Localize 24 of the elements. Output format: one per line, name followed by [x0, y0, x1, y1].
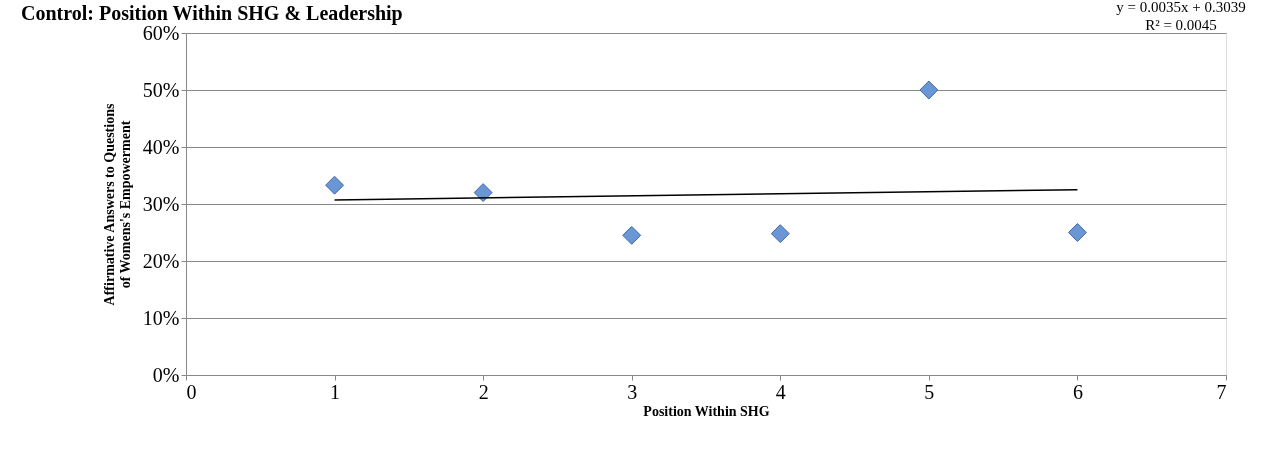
x-axis-title: Position Within SHG	[643, 403, 770, 419]
y-axis-title: Affirmative Answers to Questions of Womens's Empowerment	[101, 103, 133, 306]
text: y = 0.0035x + 0.3039	[1116, 0, 1246, 15]
point	[473, 183, 493, 203]
y-tick-label: 0%	[152, 363, 180, 386]
x-tick-label: 2	[478, 380, 489, 403]
y-tick-label: 40%	[142, 135, 180, 158]
point	[325, 175, 345, 195]
text: R² = 0.0045	[1145, 17, 1217, 33]
point	[919, 80, 939, 100]
y-tick-label: 30%	[142, 192, 180, 215]
x-tick-label: 1	[330, 380, 341, 403]
x-tick-label: 0	[186, 380, 197, 403]
x-tick-label: 4	[775, 380, 786, 403]
x-tick-label: 3	[627, 380, 638, 403]
point	[622, 225, 642, 245]
x-tick-label: 7	[1216, 380, 1227, 403]
x-tick-label: 5	[924, 380, 935, 403]
point	[1067, 223, 1087, 242]
y-tick-label: 10%	[142, 306, 180, 329]
y-tick-label: 20%	[142, 249, 180, 272]
y-tick-label: 50%	[142, 78, 180, 101]
x-tick-label: 6	[1072, 380, 1083, 403]
point	[770, 224, 790, 244]
